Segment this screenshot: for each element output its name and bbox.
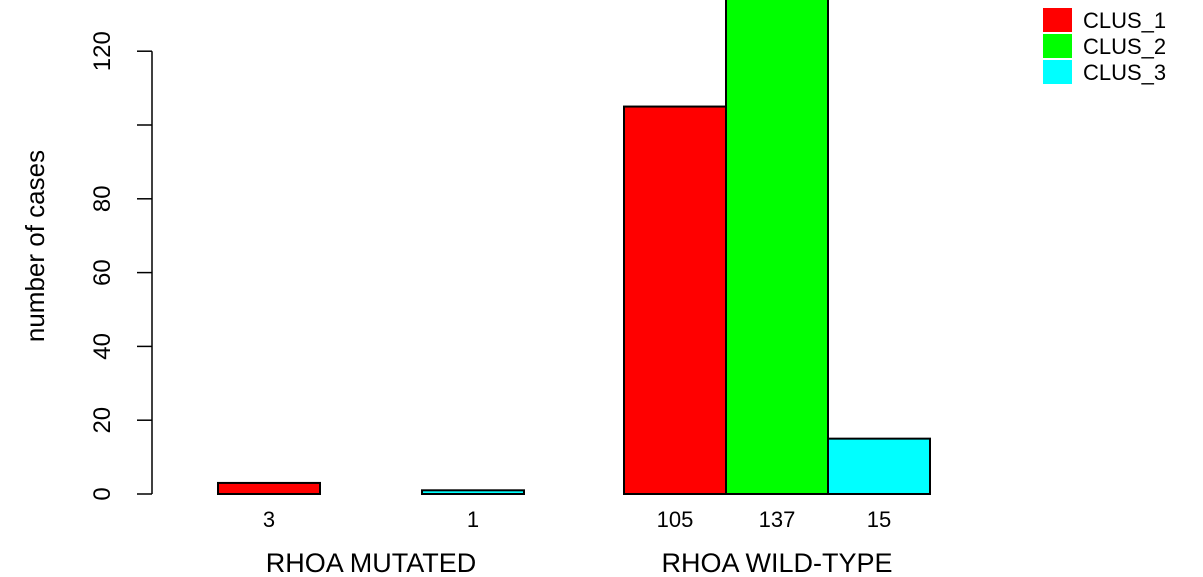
y-tick-label: 80 [89, 185, 116, 212]
legend-label: CLUS_1 [1083, 8, 1166, 33]
category-label: RHOA MUTATED [266, 548, 477, 577]
y-tick-label: 0 [89, 487, 116, 500]
y-axis: 0 20 40 60 80 120 [89, 31, 153, 501]
legend-swatch [1043, 8, 1072, 32]
category-label: RHOA WILD-TYPE [661, 548, 892, 577]
bar-value-label: 1 [467, 507, 479, 532]
bar-clus-3-mutated [421, 489, 525, 495]
legend-label: CLUS_3 [1083, 60, 1166, 85]
bar-clus-3-wild-type [827, 437, 931, 495]
bar-value-label: 105 [657, 507, 694, 532]
bar-clus-1-mutated [217, 481, 321, 495]
y-tick-label: 20 [89, 407, 116, 434]
bar-value-label: 3 [263, 507, 275, 532]
bar-clus-2-wild-type [725, 0, 829, 495]
bar-value-label: 137 [759, 507, 796, 532]
bar-labels: 3 1 105 137 15 [263, 507, 891, 532]
y-tick-label: 60 [89, 259, 116, 286]
y-tick-label: 40 [89, 333, 116, 360]
legend-swatch [1043, 60, 1072, 84]
legend-swatch [1043, 34, 1072, 58]
legend-label: CLUS_2 [1083, 34, 1166, 59]
y-axis-label: number of cases [20, 150, 50, 342]
group-labels: RHOA MUTATED RHOA WILD-TYPE [266, 548, 893, 577]
bars [217, 0, 931, 496]
bar-value-label: 15 [867, 507, 891, 532]
bar-clus-1-wild-type [623, 105, 727, 496]
y-tick-label: 120 [89, 31, 116, 71]
